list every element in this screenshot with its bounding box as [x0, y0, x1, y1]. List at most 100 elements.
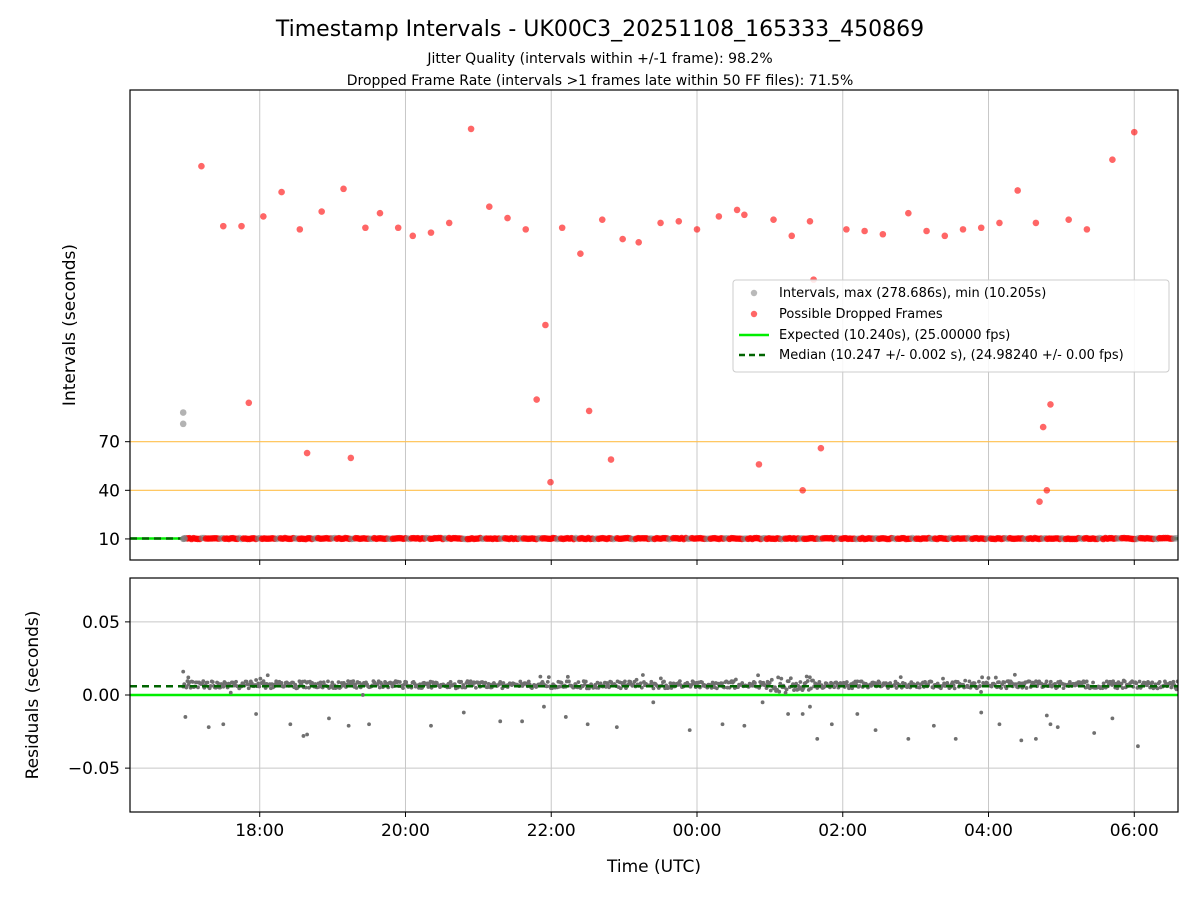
residual-point — [1157, 679, 1162, 684]
legend-median-label: Median (10.247 +/- 0.002 s), (24.98240 +… — [779, 348, 1124, 363]
residual-point — [228, 690, 233, 695]
residual-point — [915, 681, 920, 686]
residual-point — [1055, 725, 1060, 730]
residual-point — [800, 712, 805, 716]
residual-point — [346, 723, 351, 728]
residual-point — [740, 681, 745, 685]
residual-point — [190, 680, 195, 684]
dropped-frame-point — [675, 217, 683, 225]
residual-point — [1084, 679, 1089, 684]
residual-point — [583, 679, 588, 684]
residual-point — [805, 679, 810, 683]
residual-point — [265, 673, 270, 678]
residual-point — [256, 681, 261, 686]
residual-point — [634, 677, 639, 682]
dropped-frame-point — [905, 209, 912, 217]
residual-point — [963, 678, 968, 683]
residual-point — [952, 686, 957, 691]
residual-point — [779, 676, 784, 681]
plot-area — [130, 125, 1178, 543]
residual-point — [1134, 681, 1139, 686]
legend-expected-label: Expected (10.240s), (25.00000 fps) — [779, 328, 1010, 343]
dropped-frame-point — [788, 232, 796, 240]
dropped-frame-point — [238, 222, 245, 230]
residual-point — [485, 685, 490, 690]
residual-point — [1136, 744, 1140, 749]
residual-point — [367, 722, 371, 727]
residual-point — [720, 681, 725, 686]
axes-frame — [129, 577, 1179, 813]
dropped-frame-point — [394, 224, 402, 232]
residual-point — [760, 700, 765, 705]
y-tick-label: −0.05 — [68, 759, 120, 779]
residual-point — [559, 680, 564, 685]
residual-point — [196, 685, 200, 690]
residual-point — [181, 669, 186, 674]
residual-point — [206, 725, 211, 730]
residual-point — [538, 674, 543, 679]
residual-point — [700, 680, 704, 685]
x-tick-label: 20:00 — [381, 821, 430, 841]
dropped-frame-point — [843, 226, 850, 233]
residual-point — [1150, 680, 1155, 685]
residual-point — [293, 682, 298, 687]
residual-point — [651, 700, 656, 705]
dropped-frame-point — [770, 216, 777, 223]
residual-point — [777, 689, 782, 694]
residual-point — [520, 719, 524, 724]
residuals-panel: 18:00 20:00 22:00 00:00 02:00 04:00 06:00 0.05 0… — [68, 577, 1179, 841]
residual-point — [832, 685, 837, 690]
residual-point — [246, 686, 251, 691]
dropped-frame-point — [219, 222, 227, 230]
residual-point — [979, 710, 984, 715]
dropped-frame-point — [619, 235, 626, 243]
residual-point — [662, 679, 666, 684]
residual-point — [769, 677, 774, 682]
dropped-frame-point — [1036, 498, 1043, 505]
residual-point — [978, 684, 982, 688]
residual-point — [1033, 736, 1038, 741]
residual-point — [809, 686, 813, 691]
dropped-frame-point — [340, 185, 347, 193]
residual-point — [614, 725, 619, 730]
residual-point — [638, 681, 643, 686]
residual-point — [557, 684, 562, 689]
residual-point — [720, 722, 725, 727]
residual-point — [576, 680, 581, 685]
residual-point — [817, 680, 822, 684]
x-axis-label: Time (UTC) — [606, 857, 701, 877]
dropped-frame-point — [278, 188, 285, 196]
residual-point — [953, 736, 958, 741]
residual-point — [687, 728, 692, 732]
interval-point — [181, 535, 188, 542]
residual-point — [201, 679, 206, 684]
residual-point — [1024, 686, 1029, 690]
dropped-frame-point — [1043, 487, 1051, 494]
residual-point — [585, 722, 590, 727]
residual-point — [677, 679, 682, 684]
residual-point — [330, 680, 335, 685]
residual-point — [714, 686, 719, 691]
dropped-frame-point — [376, 209, 384, 217]
residual-point — [360, 693, 365, 697]
figure-subtitle-dropped: Dropped Frame Rate (intervals >1 frames … — [347, 73, 854, 89]
residual-point — [498, 719, 503, 724]
residual-point — [979, 690, 983, 694]
residual-point — [1091, 680, 1095, 685]
x-tick-label: 22:00 — [527, 821, 576, 841]
residual-point — [844, 680, 849, 684]
residual-point — [254, 678, 259, 682]
residual-point — [563, 715, 568, 719]
residual-point — [977, 679, 981, 684]
dropped-frame-point — [1039, 423, 1047, 431]
residual-point — [327, 716, 331, 721]
residual-point — [815, 736, 820, 741]
interval-point — [179, 420, 187, 428]
dropped-frame-point — [959, 226, 967, 233]
y-tick-label: 0.00 — [82, 686, 120, 706]
residual-point — [917, 685, 922, 690]
residual-point — [892, 683, 897, 687]
dropped-frame-point — [1065, 216, 1072, 223]
residual-point — [668, 681, 673, 686]
residual-point — [857, 684, 862, 688]
